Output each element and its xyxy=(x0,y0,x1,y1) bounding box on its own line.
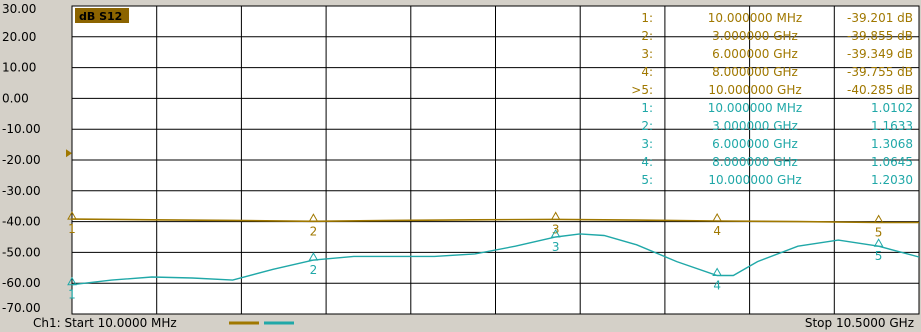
teal-marker-table-frequency: 10.000000 MHz xyxy=(708,101,802,115)
y-tick-label: 20.00 xyxy=(2,30,36,44)
teal-marker-table-frequency: 8.000000 GHz xyxy=(712,155,798,169)
y-tick-label: -30.00 xyxy=(2,184,41,198)
gold-marker-table-frequency: 3.000000 GHz xyxy=(712,29,798,43)
y-tick-label: -20.00 xyxy=(2,153,41,167)
teal-marker-table-frequency: 3.000000 GHz xyxy=(712,119,798,133)
gold-marker-table-value: -39.349 dB xyxy=(847,47,913,61)
gold-marker-table-value: -39.855 dB xyxy=(847,29,913,43)
teal-marker-table-index: 5: xyxy=(641,173,653,187)
teal-marker-1[interactable] xyxy=(67,276,77,286)
y-tick-label: 0.00 xyxy=(2,91,29,105)
series-layer xyxy=(71,218,920,286)
gold-marker-4[interactable] xyxy=(712,212,723,222)
gold-marker-table-index: 4: xyxy=(641,65,653,79)
y-tick-label: -10.00 xyxy=(2,122,41,136)
teal-marker-table-value: 1.3068 xyxy=(871,137,913,151)
teal-marker-table-value: 1.0102 xyxy=(871,101,913,115)
gold-marker-3[interactable] xyxy=(550,211,561,220)
teal-marker-label-4: 4 xyxy=(713,279,721,293)
gold-marker-table-frequency: 10.000000 GHz xyxy=(708,83,801,97)
gold-marker-table-index: >5: xyxy=(631,83,653,97)
gold-marker-table-index: 1: xyxy=(641,11,653,25)
gold-marker-1[interactable] xyxy=(67,211,77,220)
y-axis-ticks: 30.00 20.00 10.00 0.00 -10.00 -20.00 -30.00 -40… xyxy=(2,2,41,315)
teal-marker-table-frequency: 10.000000 GHz xyxy=(708,173,801,187)
stop-frequency-label: Stop 10.5000 GHz xyxy=(805,316,914,330)
gold-marker-table-value: -40.285 dB xyxy=(847,83,913,97)
teal-marker-table-index: 1: xyxy=(641,101,653,115)
gold-marker-table-frequency: 8.000000 GHz xyxy=(712,65,798,79)
gold-marker-label-5: 5 xyxy=(875,226,883,240)
y-tick-label: 30.00 xyxy=(2,2,36,16)
gold-marker-label-2: 2 xyxy=(310,224,318,238)
y-tick-label: 10.00 xyxy=(2,61,36,75)
teal-marker-table-index: 4: xyxy=(641,155,653,169)
teal-marker-table-value: 1.2030 xyxy=(871,173,913,187)
teal-marker-label-2: 2 xyxy=(310,263,318,277)
teal-marker-5[interactable] xyxy=(873,238,884,247)
reference-level-arrow xyxy=(66,149,72,158)
teal-marker-3[interactable] xyxy=(550,228,561,238)
teal-marker-table-frequency: 6.000000 GHz xyxy=(712,137,798,151)
gold-marker-5[interactable] xyxy=(873,214,884,224)
gold-marker-label-1: 1 xyxy=(68,222,76,236)
teal-marker-table-value: 1.0645 xyxy=(871,155,913,169)
gold-marker-table-index: 3: xyxy=(641,47,653,61)
teal-marker-label-3: 3 xyxy=(552,240,560,254)
teal-marker-2[interactable] xyxy=(308,252,319,261)
teal-marker-table-value: 1.1633 xyxy=(871,119,913,133)
gold-marker-table-value: -39.755 dB xyxy=(847,65,913,79)
teal-marker-4[interactable] xyxy=(712,267,723,276)
gold-marker-label-4: 4 xyxy=(713,224,721,238)
teal-marker-table-index: 3: xyxy=(641,137,653,151)
series-line-teal xyxy=(71,233,920,286)
teal-marker-table-index: 2: xyxy=(641,119,653,133)
teal-marker-label-1: 1 xyxy=(68,288,76,302)
marker-table: 1: 10.000000 MHz -39.201 dB 2: 3.000000 GHz -… xyxy=(631,11,913,187)
y-tick-label: -60.00 xyxy=(2,276,41,290)
y-tick-label: -40.00 xyxy=(2,215,41,229)
gold-marker-table-index: 2: xyxy=(641,29,653,43)
y-tick-label: -50.00 xyxy=(2,245,41,259)
trace-label-badge[interactable] xyxy=(75,8,129,23)
teal-marker-label-5: 5 xyxy=(875,249,883,263)
gold-marker-2[interactable] xyxy=(308,213,319,222)
y-tick-label: -70.00 xyxy=(2,301,41,315)
start-frequency-label: Ch1: Start 10.0000 MHz xyxy=(33,316,177,330)
gold-marker-table-frequency: 6.000000 GHz xyxy=(712,47,798,61)
gold-marker-table-value: -39.201 dB xyxy=(847,11,913,25)
trace-label: dB S12 xyxy=(79,10,122,23)
series-line-s12 xyxy=(71,218,919,224)
gold-marker-table-frequency: 10.000000 MHz xyxy=(708,11,802,25)
reference-arrows xyxy=(66,149,72,158)
grid-lines xyxy=(72,6,919,314)
